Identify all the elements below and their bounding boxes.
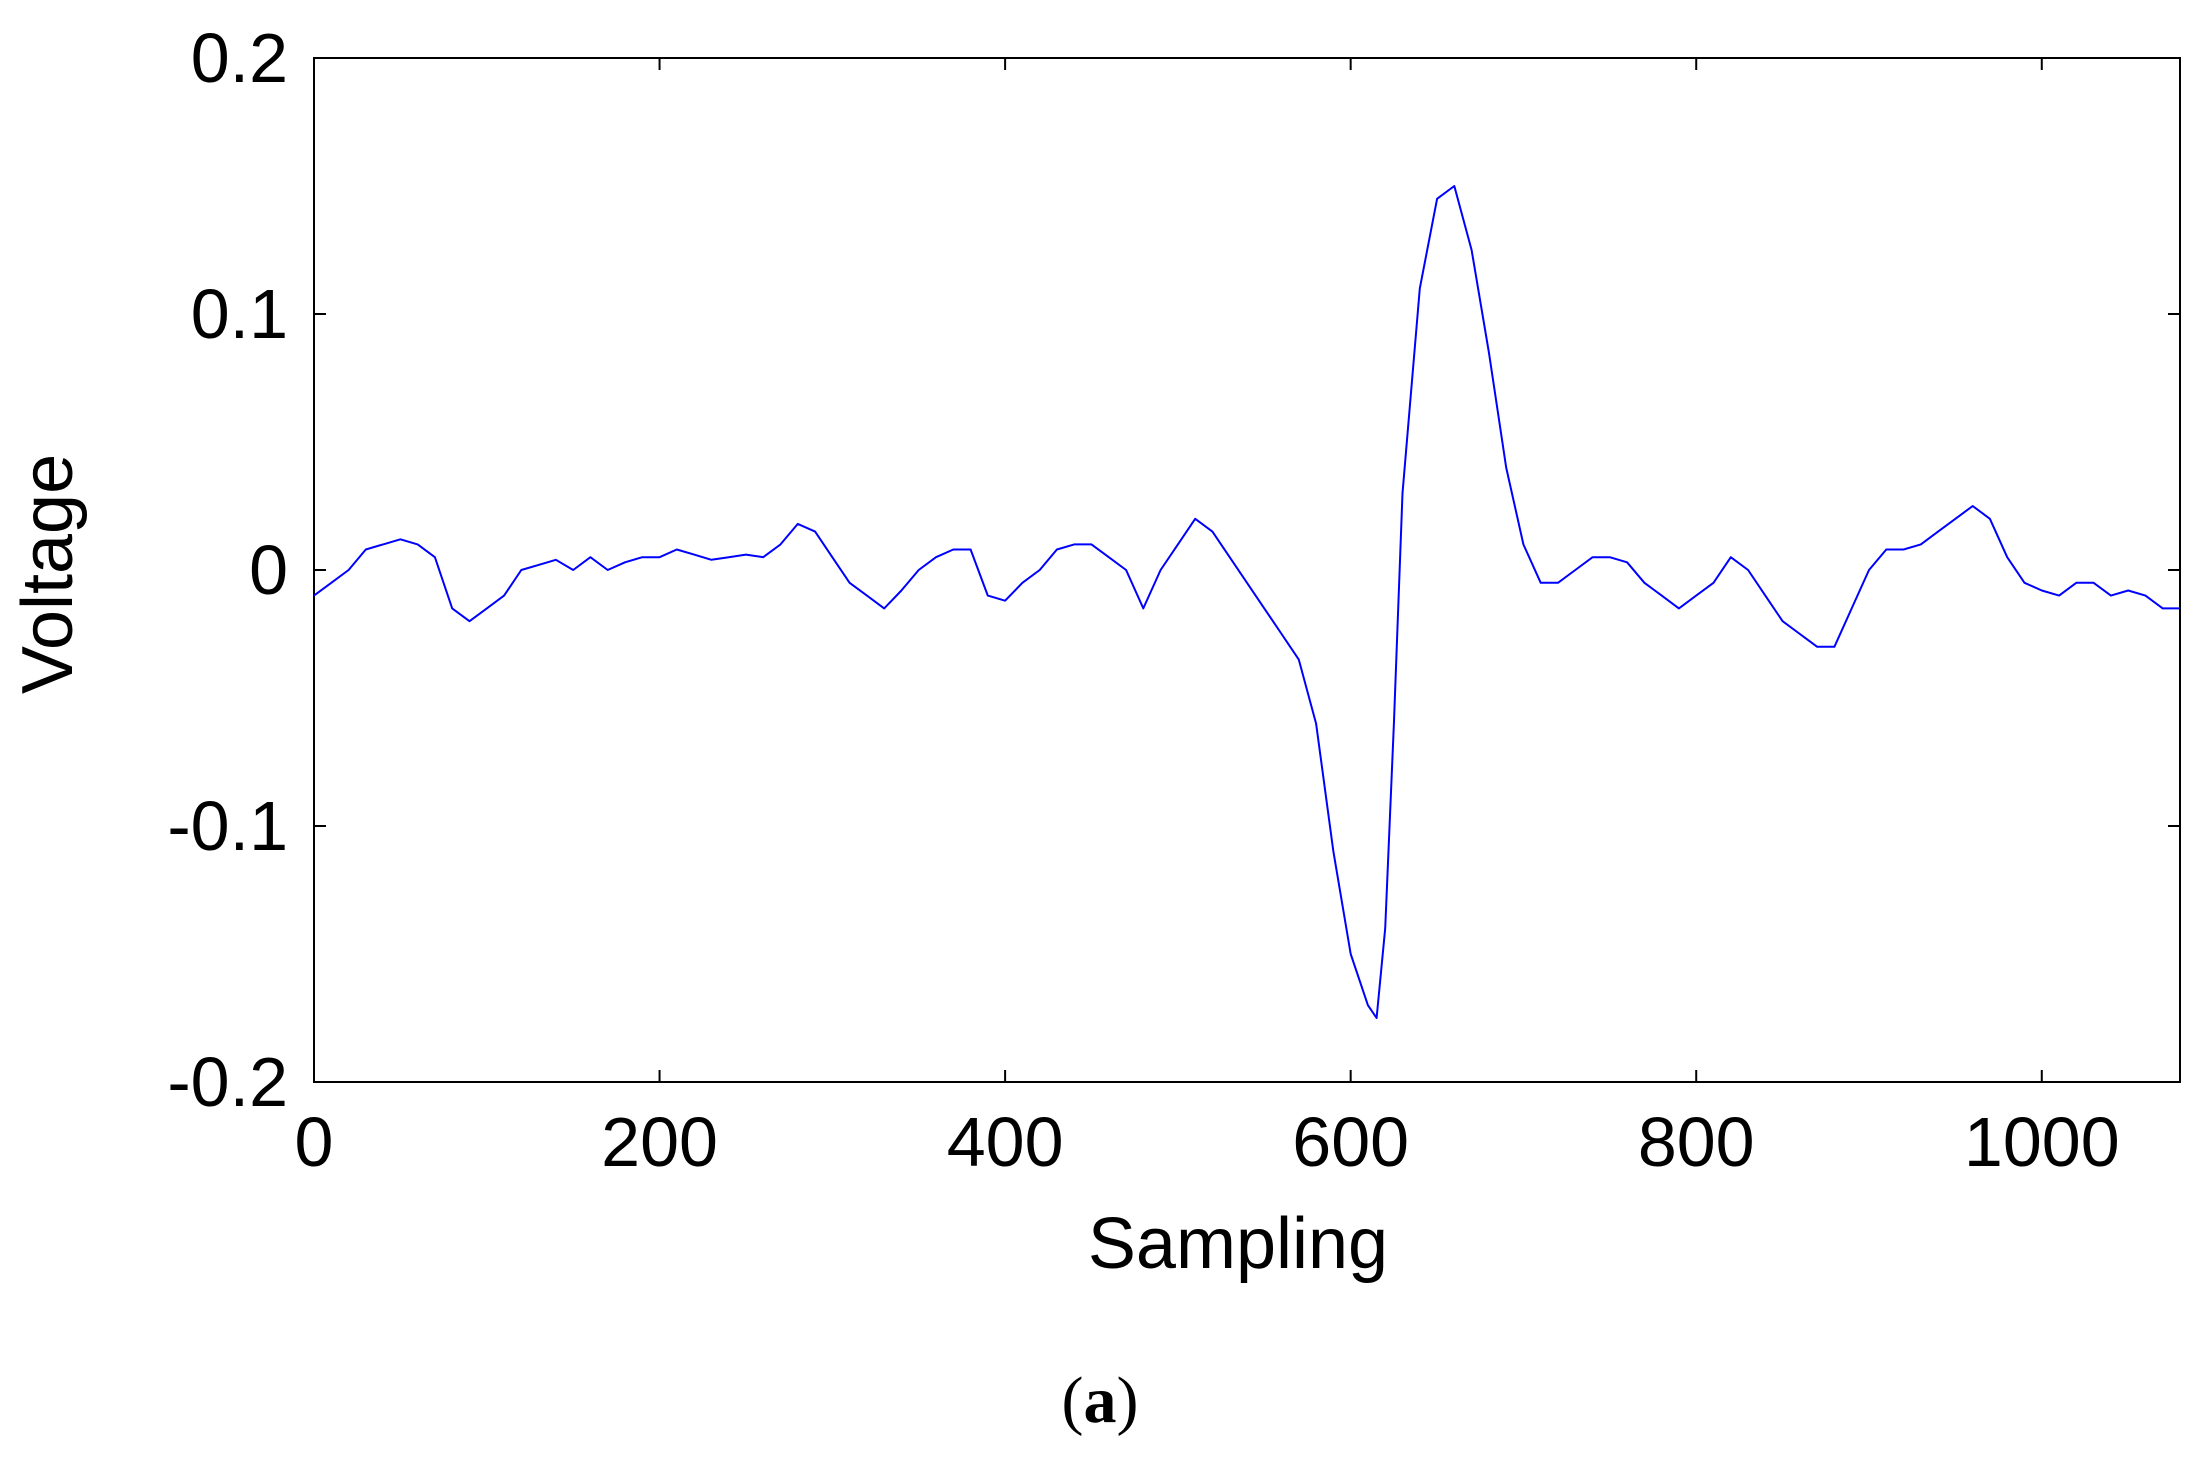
x-tick-label: 200 xyxy=(601,1103,718,1181)
y-tick-label: -0.1 xyxy=(167,787,288,865)
x-tick-label: 0 xyxy=(295,1103,334,1181)
x-axis-title: Sampling xyxy=(1088,1204,1388,1284)
x-tick-label: 600 xyxy=(1292,1103,1409,1181)
y-tick-label: 0 xyxy=(249,531,288,609)
y-tick-label: -0.2 xyxy=(167,1043,288,1121)
x-tick-label: 1000 xyxy=(1964,1103,2120,1181)
x-tick-label: 400 xyxy=(947,1103,1064,1181)
y-tick-label: 0.2 xyxy=(191,19,288,97)
series-layer xyxy=(313,185,2180,1019)
caption-open-paren: ( xyxy=(1062,1364,1084,1437)
plot-area xyxy=(313,57,2181,1083)
caption-letter: a xyxy=(1084,1364,1117,1437)
plot-border xyxy=(313,57,2181,1083)
y-axis-title: Voltage xyxy=(8,454,88,694)
figure-caption: (a) xyxy=(1062,1364,1139,1437)
axis-ticks xyxy=(313,57,2180,1083)
caption-close-paren: ) xyxy=(1117,1364,1139,1437)
y-tick-label: 0.1 xyxy=(191,275,288,353)
x-tick-label: 800 xyxy=(1638,1103,1755,1181)
series-line xyxy=(313,185,2180,1019)
tick-labels: 0 200 400 600 800 1000 -0.2 -0.1 0 0.1 0.2 xyxy=(167,19,2119,1181)
